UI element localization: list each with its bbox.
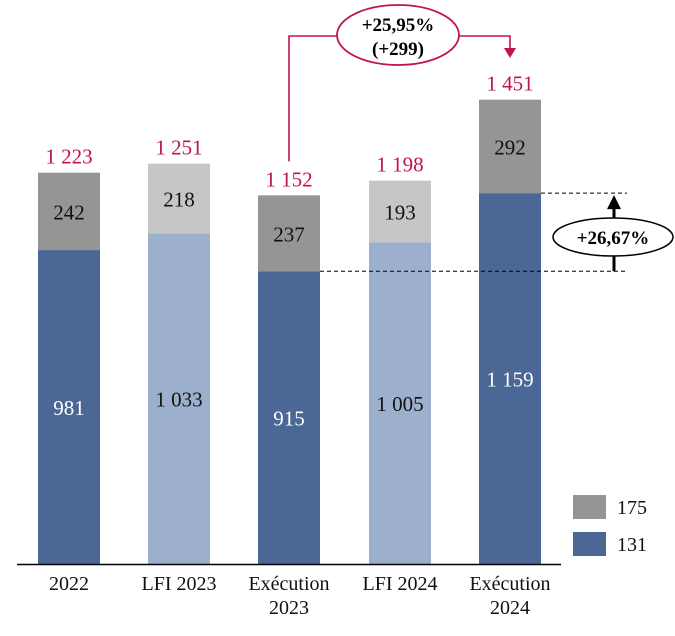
- x-axis-tick-label: Exécution: [248, 573, 329, 595]
- bar-segment-131: [369, 242, 431, 564]
- bar-value-label-175: 218: [163, 188, 195, 212]
- legend-label-131: 131: [617, 534, 647, 556]
- bar-value-label-131: 981: [53, 396, 85, 420]
- base-change-arrowhead: [607, 195, 621, 210]
- bar-total-label: 1 152: [265, 167, 312, 191]
- bar-value-label-175: 242: [53, 200, 85, 224]
- total-change-absolute: (+299): [372, 39, 424, 60]
- x-axis-tick-label: 2023: [269, 597, 309, 619]
- bar-segment-131: [38, 250, 100, 564]
- bar-segment-175: [148, 163, 210, 234]
- legend-swatch-175: [573, 495, 606, 519]
- bar-value-label-131: 1 005: [376, 392, 423, 416]
- bar-total-label: 1 251: [155, 136, 202, 160]
- x-axis-tick-label: 2024: [490, 597, 530, 619]
- bar-value-label-175: 237: [273, 222, 305, 246]
- bar-value-label-131: 1 159: [486, 368, 533, 392]
- bar-value-label-175: 292: [494, 135, 526, 159]
- bar-segment-175: [369, 180, 431, 243]
- bar-segment-131: [148, 233, 210, 564]
- total-change-percent: +25,95%: [362, 15, 435, 36]
- base-change-bubble: [552, 217, 674, 257]
- bar-segment-175: [38, 172, 100, 251]
- x-axis-tick-label: LFI 2023: [142, 573, 217, 595]
- bar-segment-131: [258, 271, 320, 564]
- bar-value-label-131: 1 033: [155, 388, 202, 412]
- total-change-arrowhead: [504, 48, 516, 58]
- bar-segment-131: [479, 193, 541, 564]
- x-axis-tick-label: LFI 2024: [363, 573, 438, 595]
- bar-value-label-175: 193: [384, 201, 416, 225]
- bar-total-label: 1 451: [486, 72, 533, 96]
- bar-total-label: 1 223: [45, 145, 92, 169]
- legend-swatch-131: [573, 532, 606, 556]
- x-axis-tick-label: 2022: [49, 573, 89, 595]
- bar-segment-175: [258, 195, 320, 272]
- x-axis-tick-label: Exécution: [469, 573, 550, 595]
- legend-label-175: 175: [617, 497, 647, 519]
- bar-value-label-131: 915: [273, 407, 305, 431]
- bar-segment-175: [479, 99, 541, 194]
- bar-total-label: 1 198: [376, 153, 423, 177]
- base-change-percent: +26,67%: [577, 228, 650, 249]
- total-change-bubble: [336, 4, 460, 66]
